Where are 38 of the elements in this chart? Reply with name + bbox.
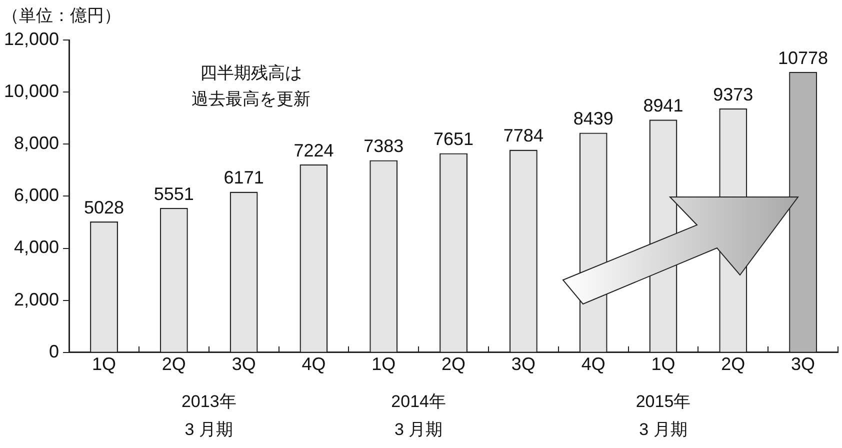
x-tick-label: 2Q [721, 354, 746, 374]
data-label: 6171 [224, 168, 264, 188]
x-tick-label: 2Q [162, 354, 186, 374]
y-tick-label: 10,000 [4, 81, 60, 102]
data-label: 7651 [434, 129, 474, 150]
data-label: 7224 [294, 140, 334, 160]
x-tick-label: 3Q [232, 354, 256, 374]
y-tick-label: 2,000 [14, 289, 60, 310]
y-tick-label: 8,000 [14, 133, 60, 154]
x-tick-label: 4Q [302, 354, 326, 374]
x-tick-label: 1Q [372, 354, 396, 374]
annotation: 四半期残高は [200, 64, 302, 83]
data-label: 5551 [154, 184, 194, 204]
x-tick-label: 2Q [442, 354, 466, 374]
text: 2013年 [181, 392, 236, 412]
y-axis-title: （単位：億円） [2, 5, 121, 27]
text: 2014年 [391, 392, 446, 412]
text: 2015年 [636, 392, 691, 412]
y-tick-label: 4,000 [14, 237, 60, 258]
data-label: 10778 [778, 48, 828, 68]
data-label: 9373 [713, 84, 754, 104]
x-tick-label: 3Q [791, 354, 816, 374]
text: 3 月期 [639, 420, 688, 440]
text: 3 月期 [394, 420, 443, 440]
x-tick-label: 4Q [581, 354, 606, 374]
y-tick-label: 12,000 [4, 28, 60, 49]
data-label: 8439 [573, 108, 614, 129]
data-label: 7784 [503, 126, 544, 146]
x-tick-label: 1Q [651, 354, 676, 374]
y-tick-label: 6,000 [14, 185, 60, 206]
x-tick-label: 1Q [92, 354, 116, 374]
y-tick-label: 0 [49, 341, 60, 362]
data-label: 8941 [643, 96, 684, 116]
data-label: 7383 [364, 136, 404, 156]
x-tick-label: 3Q [511, 354, 536, 374]
data-label: 5028 [84, 197, 124, 218]
annotation: 過去最高を更新 [191, 90, 310, 109]
text: 3 月期 [184, 420, 233, 440]
